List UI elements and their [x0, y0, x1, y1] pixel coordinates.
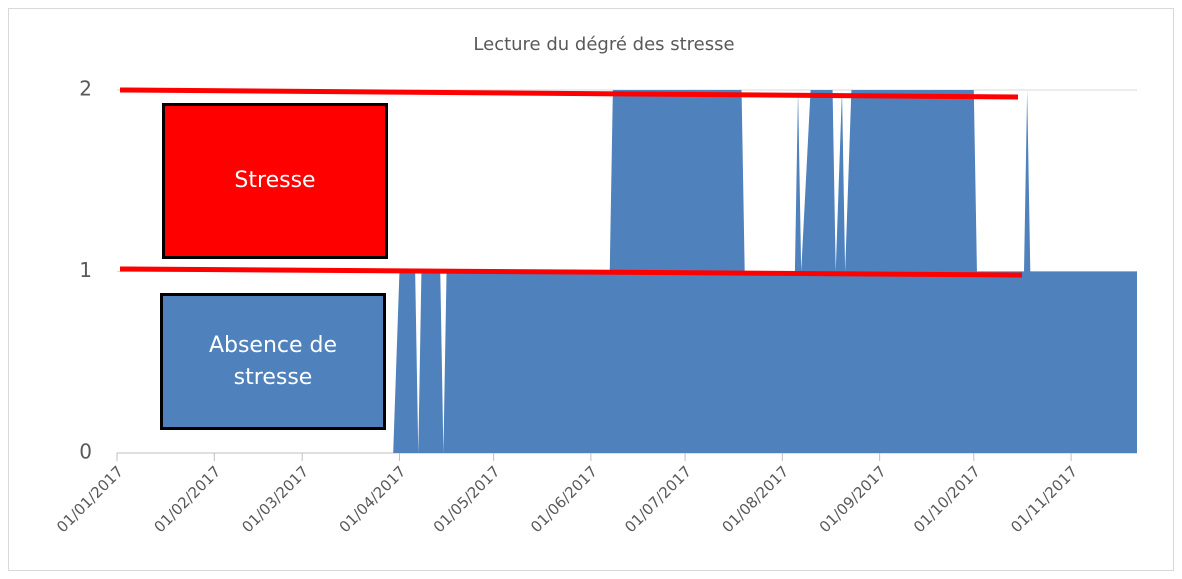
y-tick-label: 1: [79, 258, 92, 282]
stress-box: Stresse: [162, 103, 388, 259]
y-tick-label: 0: [79, 440, 92, 464]
threshold-line: [119, 87, 1019, 100]
no-stress-box: Absence de stresse: [160, 293, 386, 430]
chart-title: Lecture du dégré des stresse: [473, 34, 734, 55]
threshold-line: [119, 266, 1023, 278]
y-tick-label: 2: [79, 77, 92, 101]
